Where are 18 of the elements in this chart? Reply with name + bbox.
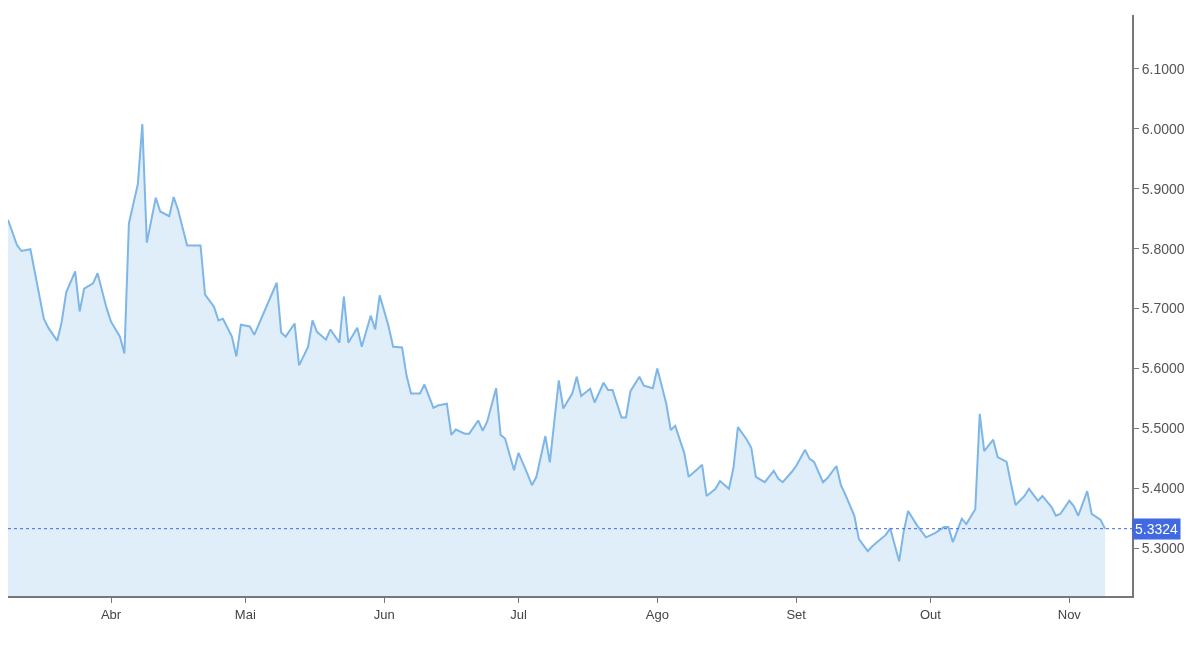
x-tick-label: Ago bbox=[645, 606, 669, 622]
ref-line-label: 5.3324 bbox=[1135, 521, 1179, 537]
x-tick-label: Jun bbox=[373, 606, 395, 622]
y-tick-label: 5.9000 bbox=[1141, 180, 1185, 197]
y-tick-label: 5.4000 bbox=[1141, 480, 1185, 497]
x-tick-label: Abr bbox=[100, 606, 122, 622]
y-tick-label: 5.6000 bbox=[1141, 360, 1185, 377]
y-tick-label: 5.5000 bbox=[1141, 420, 1185, 437]
x-tick-label: Jul bbox=[510, 606, 527, 622]
y-tick-label: 6.0000 bbox=[1141, 120, 1185, 137]
y-tick-label: 6.1000 bbox=[1141, 60, 1185, 77]
y-tick-label: 5.7000 bbox=[1141, 300, 1185, 317]
y-tick-label: 5.8000 bbox=[1141, 240, 1185, 257]
x-tick-label: Out bbox=[920, 606, 942, 622]
y-tick-label: 5.3000 bbox=[1141, 539, 1185, 556]
x-tick-label: Nov bbox=[1057, 606, 1082, 622]
x-tick-label: Mai bbox=[234, 606, 256, 622]
x-tick-label: Set bbox=[786, 606, 807, 622]
